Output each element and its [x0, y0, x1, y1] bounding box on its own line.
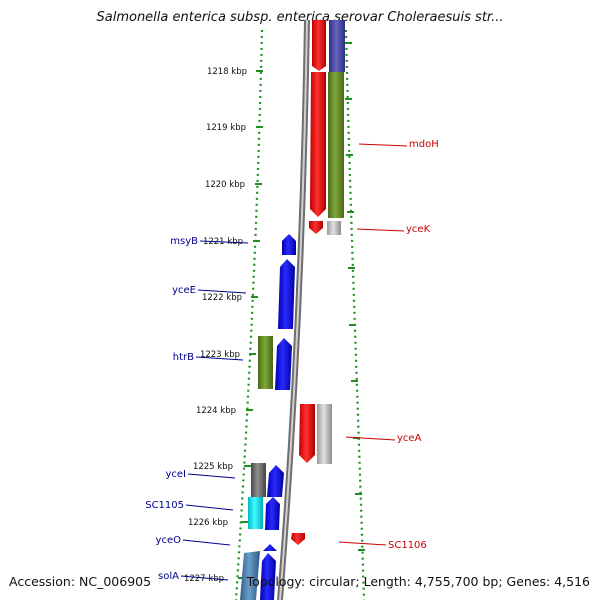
ruler-label-1224: 1224 kbp	[196, 406, 236, 416]
cog-yceI	[251, 463, 266, 497]
cog-SC1105	[248, 497, 263, 529]
gene-label-yceE: yceE	[172, 285, 196, 296]
gene-label-yceO: yceO	[156, 535, 182, 546]
gene-label-yceK: yceK	[406, 224, 431, 235]
gene-htrB	[275, 338, 292, 390]
cog-htrB	[258, 336, 273, 389]
gene-label-mdoH: mdoH	[409, 139, 439, 150]
gene-SC1105	[265, 497, 280, 530]
leader-lines-right	[338, 143, 408, 546]
gene-yceE	[278, 259, 295, 329]
cog-yceK	[327, 221, 341, 235]
gene-yceK	[309, 221, 323, 234]
gene-label-htrB: htrB	[173, 352, 194, 363]
genome-title: Salmonella enterica subsp. enterica sero…	[96, 10, 504, 25]
ruler-label-1227: 1227 kbp	[184, 574, 224, 584]
cog-yceA	[317, 404, 332, 464]
plus-strand-genes	[291, 20, 345, 545]
cog-top-purple	[329, 20, 345, 72]
gene-mdoH	[310, 72, 326, 217]
ruler-label-1222: 1222 kbp	[202, 293, 242, 303]
gene-yceI	[267, 465, 284, 497]
ruler-label-1226: 1226 kbp	[188, 518, 228, 528]
cog-solA	[240, 551, 260, 600]
gene-label-yceI: yceI	[165, 469, 186, 480]
gene-msyB	[282, 234, 296, 255]
gene-SC1106	[291, 533, 305, 545]
minus-strand-genes	[240, 234, 296, 600]
gene-label-msyB: msyB	[170, 236, 198, 247]
ruler-dotted-line-inner	[234, 29, 264, 600]
left-tick-marks	[238, 70, 263, 579]
gene-label-solA: solA	[158, 571, 179, 582]
ruler-label-1225: 1225 kbp	[193, 462, 233, 472]
ruler-label-1218: 1218 kbp	[207, 67, 247, 77]
leader-lines-left	[180, 240, 249, 581]
ruler-dotted-line-outer	[344, 29, 366, 600]
ruler-label-1223: 1223 kbp	[200, 350, 240, 360]
gene-label-SC1106: SC1106	[388, 540, 427, 551]
topology-text: Topology: circular; Length: 4,755,700 bp…	[246, 574, 590, 589]
gene-yceA	[299, 404, 315, 463]
genome-backbone-highlight	[279, 19, 308, 600]
ruler-label-1220: 1220 kbp	[205, 180, 245, 190]
ruler-label-1219: 1219 kbp	[206, 123, 246, 133]
gene-label-yceA: yceA	[397, 433, 422, 444]
gene-yceO	[263, 544, 277, 551]
gene-top-plus-arrow	[312, 20, 326, 71]
gene-label-SC1105: SC1105	[145, 500, 184, 511]
right-tick-marks	[345, 42, 365, 551]
gene-solA	[260, 553, 276, 600]
accession-text: Accession: NC_006905	[9, 574, 152, 589]
cog-mdoH	[328, 72, 344, 218]
